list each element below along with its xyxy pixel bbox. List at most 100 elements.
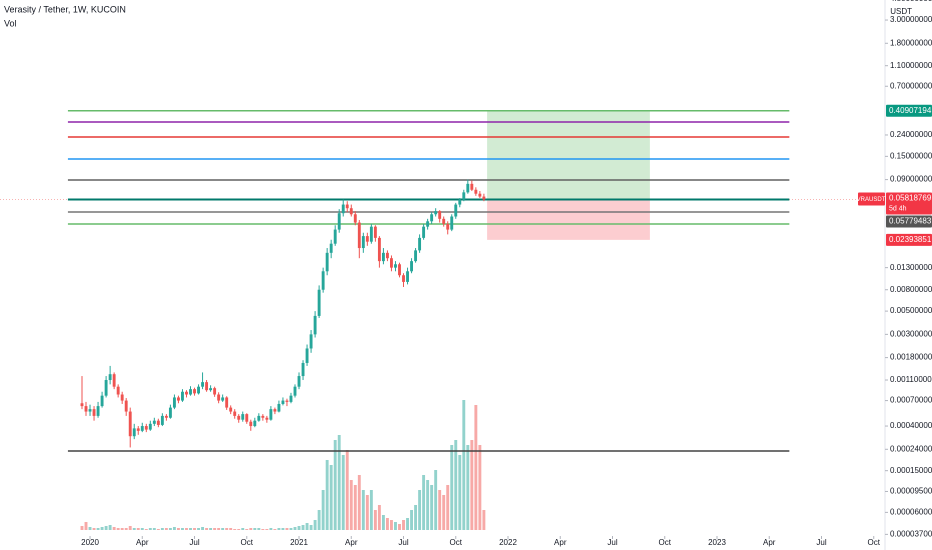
volume-bar xyxy=(128,526,132,530)
y-tick-label: 1.80000000 xyxy=(890,38,932,47)
volume-bar xyxy=(289,528,293,530)
stop-zone xyxy=(487,199,650,240)
last-price-label: 0.05818769 xyxy=(889,194,932,203)
volume-bar xyxy=(458,455,462,530)
candle-body xyxy=(136,428,140,431)
volume-bar xyxy=(88,527,92,530)
candle-body xyxy=(450,216,454,230)
volume-bar xyxy=(442,495,446,530)
volume-bar xyxy=(132,528,136,530)
candle-body xyxy=(269,409,273,420)
y-tick-label: 0.00300000 xyxy=(890,329,932,338)
candle-body xyxy=(229,407,233,412)
candle-body xyxy=(152,420,156,424)
y-tick-label: 0.00015000 xyxy=(890,466,932,475)
candle-body xyxy=(168,407,172,418)
x-tick-label: Jul xyxy=(607,538,617,547)
symbol-box xyxy=(858,192,885,206)
candle-body xyxy=(177,397,180,401)
volume-bar xyxy=(273,529,277,530)
candle-body xyxy=(337,213,341,230)
candle-body xyxy=(482,196,486,200)
volume-bar xyxy=(108,525,112,530)
candle-body xyxy=(132,428,136,437)
candle-body xyxy=(369,226,373,242)
volume-bar xyxy=(229,528,233,530)
volume-bar xyxy=(418,490,422,530)
candle-body xyxy=(217,394,221,401)
candle-body xyxy=(261,415,265,418)
volume-bar xyxy=(394,522,397,530)
price-label: 0.40907194 xyxy=(889,106,932,115)
candle-body xyxy=(293,386,297,396)
volume-bar xyxy=(329,465,333,530)
volume-bar xyxy=(293,527,297,530)
y-tick-label: 0.00800000 xyxy=(890,285,932,294)
volume-bar xyxy=(269,528,273,530)
volume-bar xyxy=(265,529,269,530)
volume-bar xyxy=(144,529,148,530)
candle-body xyxy=(313,315,317,335)
y-tick-label: 0.00040000 xyxy=(890,421,932,430)
volume-bar xyxy=(209,528,213,530)
x-tick-label: Apr xyxy=(136,538,149,547)
volume-bar xyxy=(225,528,229,530)
volume-bar xyxy=(201,527,205,530)
candle-body xyxy=(172,397,176,408)
volume-bar xyxy=(104,526,108,530)
volume-bar xyxy=(345,450,349,530)
volume-bar xyxy=(237,529,241,530)
volume-bar xyxy=(325,460,329,530)
candle-body xyxy=(241,414,245,420)
volume-bar xyxy=(454,440,458,530)
candle-body xyxy=(329,243,333,253)
candle-body xyxy=(108,374,112,381)
candle-body xyxy=(349,208,353,215)
candle-body xyxy=(197,386,200,394)
volume-bar xyxy=(96,528,100,530)
volume-bar xyxy=(217,528,221,530)
candle-body xyxy=(357,222,361,249)
x-tick-label: 2020 xyxy=(81,538,99,547)
candle-body xyxy=(156,420,160,425)
y-tick-label: 0.00003700 xyxy=(890,529,932,538)
volume-bar xyxy=(434,470,438,530)
candle-body xyxy=(140,426,144,431)
volume-bar xyxy=(120,528,124,530)
volume-bar xyxy=(410,510,413,530)
candle-body xyxy=(237,415,241,420)
candle-body xyxy=(410,261,413,272)
candle-body xyxy=(446,223,450,230)
volume-bar xyxy=(377,505,381,530)
candle-body xyxy=(305,348,309,363)
x-tick-label: Jul xyxy=(398,538,408,547)
candle-body xyxy=(438,211,442,219)
candle-body xyxy=(281,400,285,404)
countdown-label: 5d 4h xyxy=(889,205,907,212)
candle-body xyxy=(124,400,128,412)
volume-bar xyxy=(112,527,116,530)
y-tick-label: 0.70000000 xyxy=(890,81,932,90)
candle-body xyxy=(309,334,313,349)
y-tick-label: 0.15000000 xyxy=(890,151,932,160)
candle-body xyxy=(353,214,357,223)
y-tick-label: 0.00024000 xyxy=(890,444,932,453)
candle-body xyxy=(225,397,229,408)
volume-bar xyxy=(478,445,482,530)
volume-bar xyxy=(177,528,180,530)
volume-bar xyxy=(390,520,393,530)
volume-bar xyxy=(402,520,405,530)
candle-body xyxy=(221,397,225,401)
candle-body xyxy=(100,395,104,407)
volume-bar xyxy=(185,528,188,530)
candle-body xyxy=(422,226,426,238)
y-tick-label: 0.24000000 xyxy=(890,130,932,139)
candle-body xyxy=(317,289,321,316)
volume-bar xyxy=(474,405,478,530)
y-tick-label: 0.01300000 xyxy=(890,263,932,272)
candle-body xyxy=(414,250,418,262)
candle-body xyxy=(164,415,168,418)
candle-body xyxy=(398,264,401,276)
volume-bar xyxy=(398,524,401,530)
candle-body xyxy=(213,388,217,395)
